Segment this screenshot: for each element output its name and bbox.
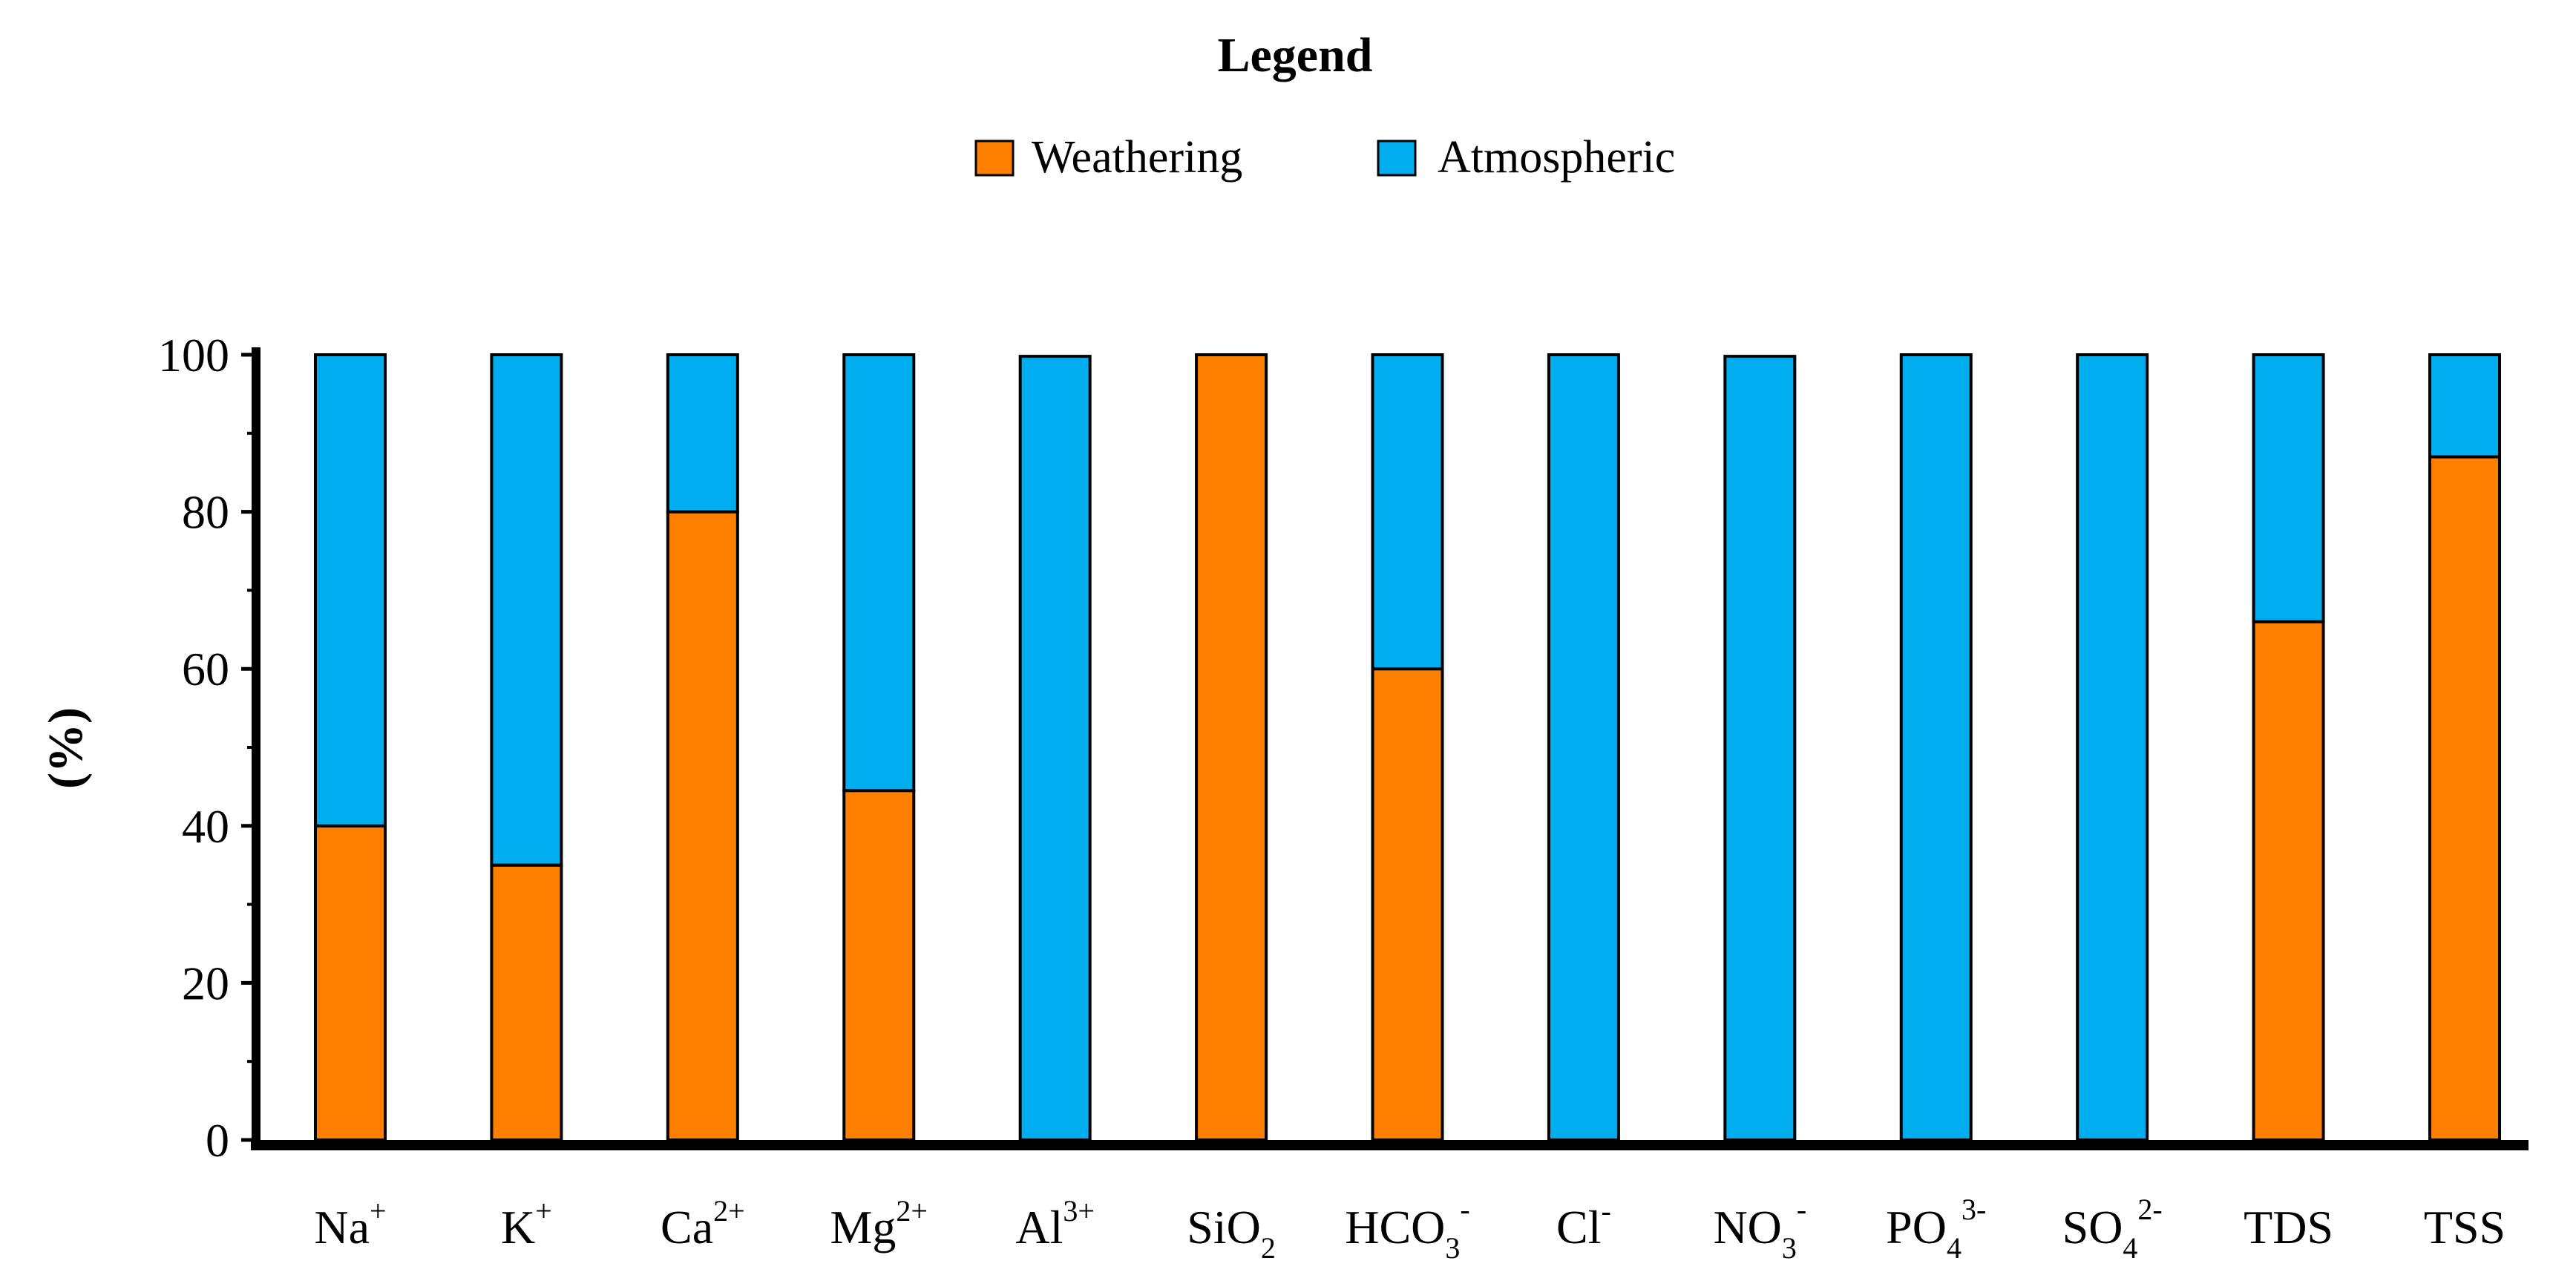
legend-title: Legend bbox=[1217, 28, 1372, 82]
legend-swatch-atmospheric bbox=[1377, 140, 1417, 177]
x-tick-label: K+ bbox=[501, 1194, 552, 1254]
legend-swatch-weathering bbox=[974, 140, 1015, 177]
bar-weathering-hco bbox=[1371, 667, 1444, 1141]
bar-weathering-ca bbox=[666, 510, 739, 1141]
bar-atmospheric-hco bbox=[1371, 353, 1444, 671]
bar-atmospheric-cl bbox=[1547, 353, 1620, 1141]
bars bbox=[314, 353, 2501, 1142]
bar-weathering-na bbox=[314, 824, 387, 1142]
bar-atmospheric-so bbox=[2076, 353, 2149, 1141]
y-tick-label: 0 bbox=[206, 1114, 229, 1167]
x-tick-label: HCO3- bbox=[1345, 1193, 1469, 1265]
x-tick-label: Mg2+ bbox=[830, 1194, 928, 1254]
y-tick-label: 60 bbox=[182, 643, 229, 695]
bar-weathering-sio bbox=[1195, 353, 1268, 1141]
bar-atmospheric-tss bbox=[2428, 353, 2501, 459]
bar-weathering-tss bbox=[2428, 455, 2501, 1141]
x-tick-label: Cl- bbox=[1556, 1194, 1611, 1254]
y-tick-label: 80 bbox=[182, 486, 229, 539]
x-tick-label: Ca2+ bbox=[661, 1194, 745, 1254]
legend-label-atmospheric: Atmospheric bbox=[1438, 132, 1675, 183]
y-tick-label: 20 bbox=[182, 957, 229, 1009]
bar-atmospheric-na bbox=[314, 353, 387, 828]
bar-atmospheric-tds bbox=[2252, 353, 2325, 623]
x-axis-labels: Na+ K+ Ca2+ Mg2+ Al3+ SiO2 HCO3- Cl- NO3- PO43- SO… bbox=[314, 1193, 2505, 1265]
x-tick-label: Al3+ bbox=[1015, 1194, 1095, 1254]
legend-label-weathering: Weathering bbox=[1032, 132, 1242, 183]
legend: Legend Weathering Atmospheric bbox=[974, 28, 1675, 183]
x-tick-label: SiO2 bbox=[1187, 1201, 1276, 1265]
bar-atmospheric-al bbox=[1018, 355, 1092, 1142]
x-tick-label: NO3- bbox=[1713, 1193, 1806, 1265]
x-tick-label: TSS bbox=[2424, 1201, 2505, 1254]
bar-atmospheric-mg bbox=[842, 353, 916, 793]
x-tick-label: TDS bbox=[2244, 1201, 2333, 1254]
x-tick-label: PO43- bbox=[1886, 1193, 1986, 1265]
bar-weathering-k bbox=[490, 863, 563, 1141]
x-tick-label: Na+ bbox=[314, 1194, 386, 1254]
bar-atmospheric-ca bbox=[666, 353, 739, 514]
x-tick-label: SO42- bbox=[2062, 1193, 2163, 1265]
y-tick-label: 40 bbox=[182, 800, 229, 853]
bar-atmospheric-po bbox=[1899, 353, 1973, 1141]
bar-weathering-mg bbox=[842, 789, 916, 1141]
bar-weathering-tds bbox=[2252, 620, 2325, 1141]
y-axis-title: (%) bbox=[39, 707, 93, 789]
y-axis-ticks: 0 20 40 60 80 100 bbox=[158, 329, 256, 1167]
bar-atmospheric-no bbox=[1723, 355, 1797, 1142]
y-tick-label: 100 bbox=[158, 329, 229, 381]
bar-atmospheric-k bbox=[490, 353, 563, 867]
